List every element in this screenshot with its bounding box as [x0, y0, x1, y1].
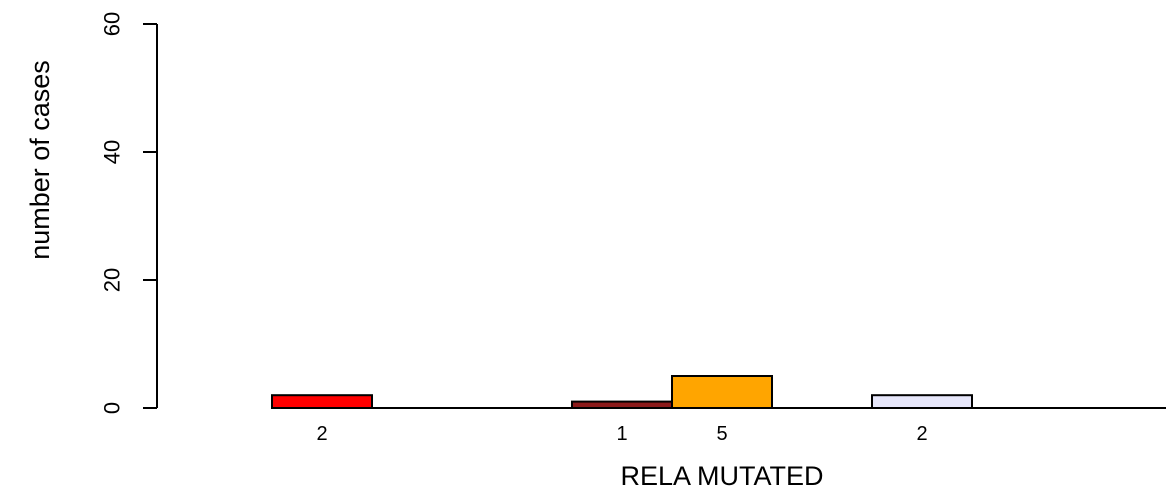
data-labels: 2 1 5 2: [316, 423, 927, 445]
y-axis: 0 20 40 60: [100, 12, 158, 414]
y-tick-label: 60: [100, 12, 125, 36]
bar-value-label: 2: [916, 423, 927, 445]
bar-value-label: 1: [616, 423, 627, 445]
y-tick-label: 20: [100, 268, 125, 292]
x-axis-title: RELA MUTATED: [620, 461, 823, 491]
y-axis-title: number of cases: [25, 60, 55, 260]
bars: [271, 375, 973, 410]
y-tick-label: 40: [100, 140, 125, 164]
bar: [871, 394, 973, 410]
bar-value-label: 2: [316, 423, 327, 445]
bar: [271, 394, 373, 410]
bar: [671, 375, 773, 409]
bar-value-label: 5: [716, 423, 727, 445]
y-tick-label: 0: [100, 402, 125, 414]
